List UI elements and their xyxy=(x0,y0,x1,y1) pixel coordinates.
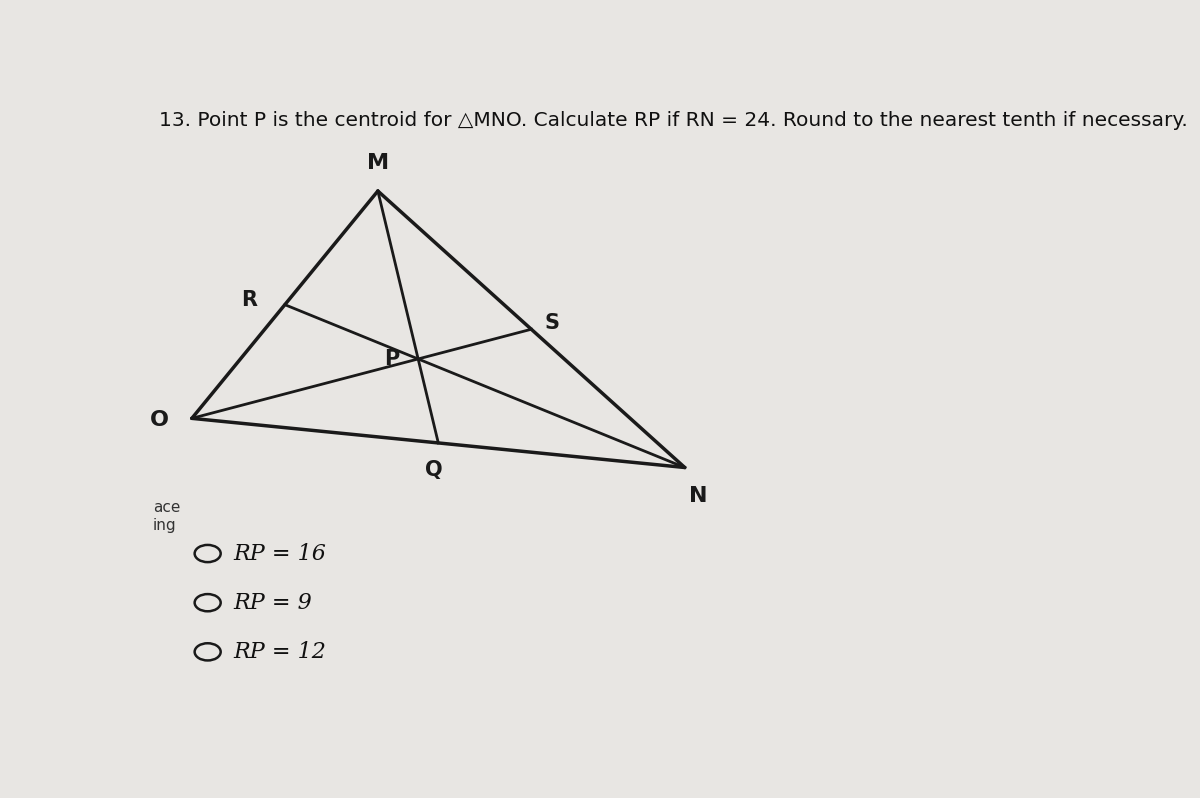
Text: ace: ace xyxy=(152,500,180,515)
Text: ing: ing xyxy=(152,519,176,533)
Text: RP = 12: RP = 12 xyxy=(234,641,326,663)
Text: P: P xyxy=(384,349,400,369)
Text: O: O xyxy=(150,410,168,430)
Text: RP = 9: RP = 9 xyxy=(234,591,312,614)
Text: R: R xyxy=(241,290,257,310)
Text: N: N xyxy=(690,486,708,506)
Text: M: M xyxy=(367,152,389,172)
Text: RP = 16: RP = 16 xyxy=(234,543,326,564)
Text: Q: Q xyxy=(425,460,443,480)
Text: S: S xyxy=(545,313,559,333)
Text: 13. Point P is the centroid for △MNO. Calculate RP if RN = 24. Round to the near: 13. Point P is the centroid for △MNO. Ca… xyxy=(160,111,1188,130)
